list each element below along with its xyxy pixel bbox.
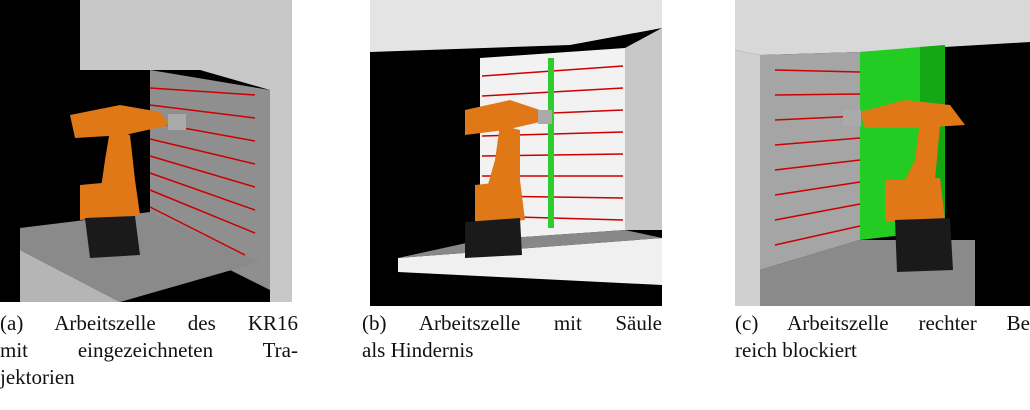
caption-text: mit eingezeichneten Tra- bbox=[0, 338, 298, 362]
image-a bbox=[0, 0, 292, 302]
caption-text: Arbeitszelle des KR16 bbox=[54, 311, 298, 335]
caption-line: (a) Arbeitszelle des KR16 bbox=[0, 310, 298, 337]
caption-a: (a) Arbeitszelle des KR16 mit eingezeichn… bbox=[0, 310, 298, 391]
caption-text: reich blockiert bbox=[735, 338, 857, 362]
caption-text: Arbeitszelle mit Säule bbox=[418, 311, 662, 335]
caption-label: (a) bbox=[0, 311, 24, 335]
caption-c: (c) Arbeitszelle rechter Be reich blockie… bbox=[735, 310, 1030, 364]
caption-line: (b) Arbeitszelle mit Säule bbox=[362, 310, 662, 337]
caption-line: reich blockiert bbox=[735, 337, 1030, 364]
caption-text: als Hindernis bbox=[362, 338, 474, 362]
caption-line: mit eingezeichneten Tra- bbox=[0, 337, 298, 364]
caption-line: (c) Arbeitszelle rechter Be bbox=[735, 310, 1030, 337]
caption-b: (b) Arbeitszelle mit Säule als Hindernis bbox=[362, 310, 662, 364]
caption-label: (c) bbox=[735, 311, 759, 335]
caption-text: jektorien bbox=[0, 365, 75, 389]
caption-label: (b) bbox=[362, 311, 387, 335]
caption-text: Arbeitszelle rechter Be bbox=[787, 311, 1030, 335]
caption-line: jektorien bbox=[0, 364, 298, 391]
caption-line: als Hindernis bbox=[362, 337, 662, 364]
image-c bbox=[735, 0, 1030, 306]
image-b bbox=[370, 0, 662, 306]
